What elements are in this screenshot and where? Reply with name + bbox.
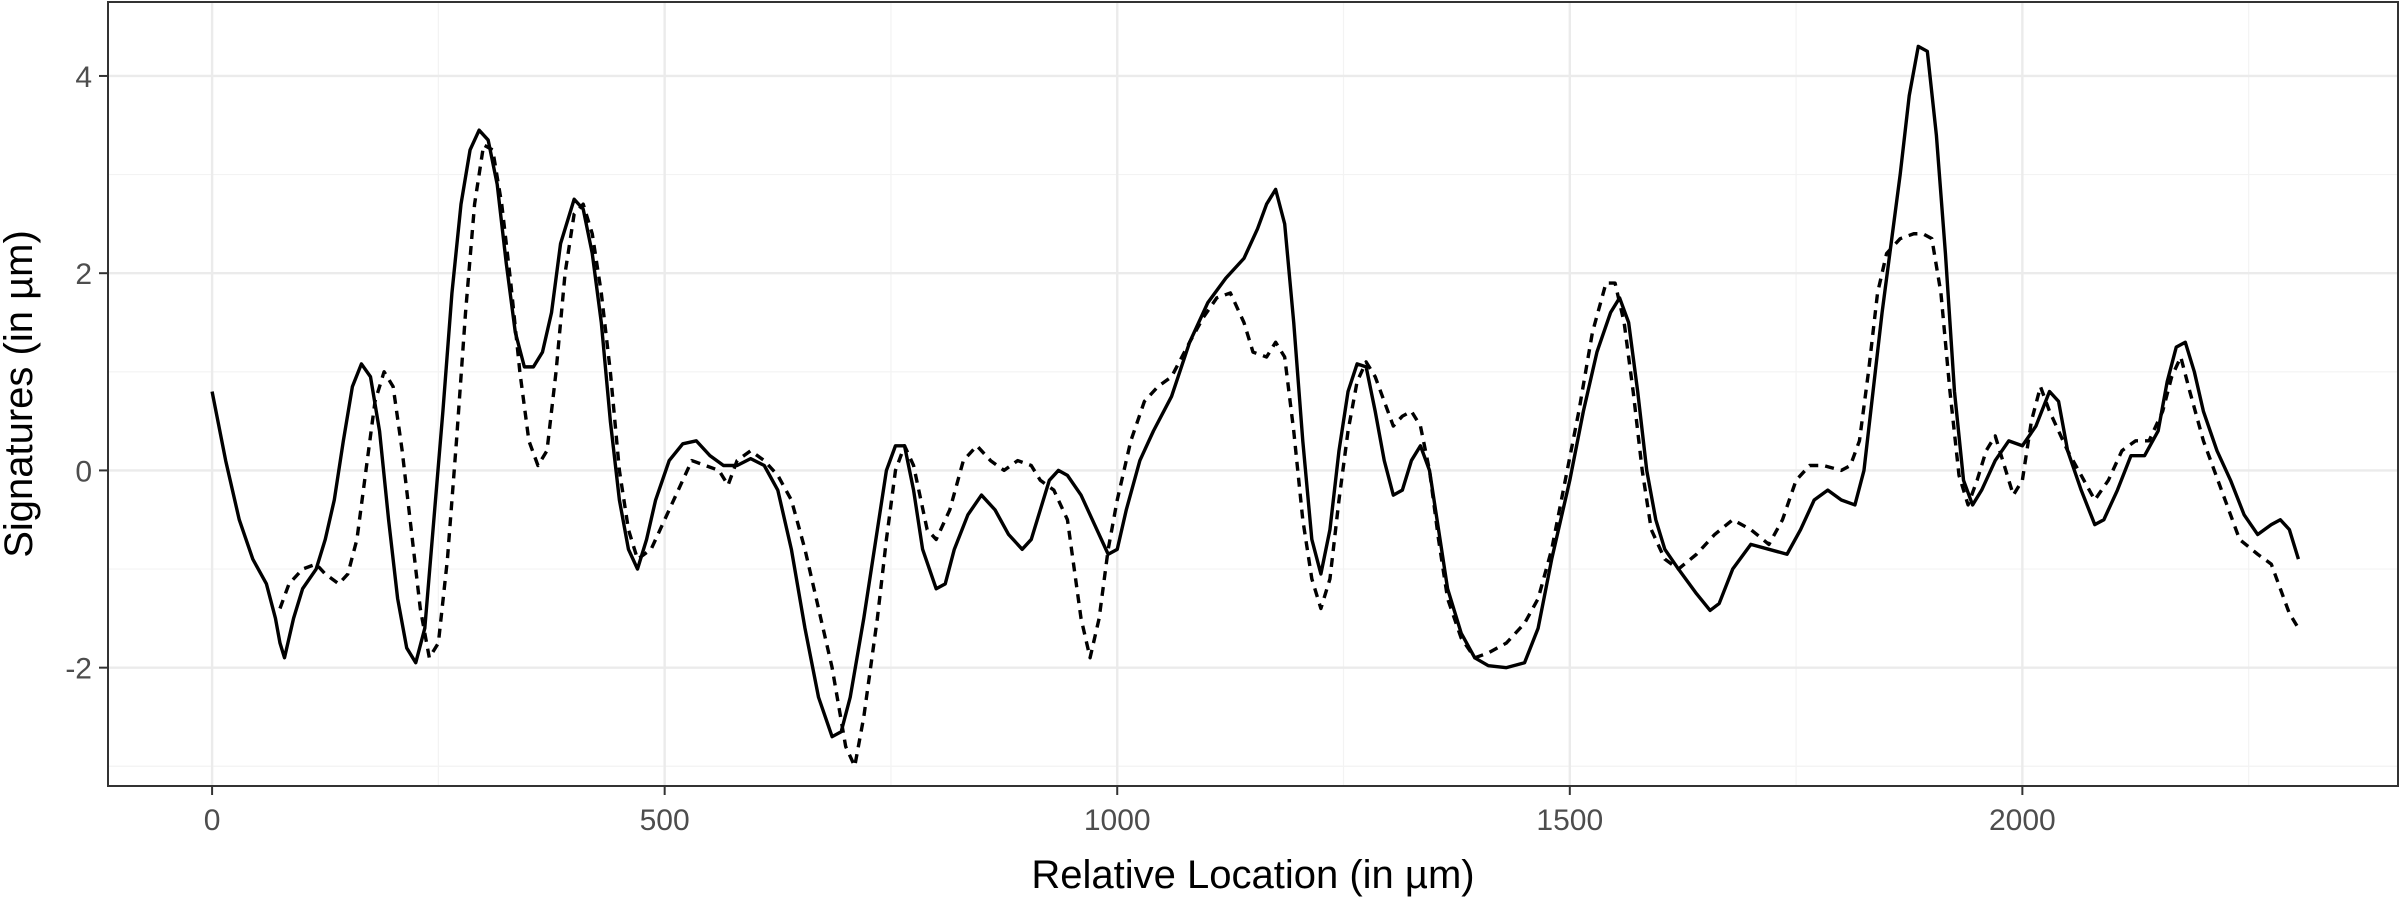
grid-layer [108,2,2398,786]
y-tick-label: -2 [65,653,92,686]
series-layer [210,44,2301,768]
y-axis-title: Signatures (in µm) [0,230,41,558]
x-tick-label: 2000 [1989,804,2056,837]
y-tick-label: 2 [75,258,92,291]
solid-series-line [210,44,2301,739]
y-tick-label: 4 [75,61,92,94]
dashed-series-line [278,143,2300,768]
x-tick-label: 500 [640,804,690,837]
axis-layer: 0 500 1000 1500 2000 -2 0 2 4 [65,61,2055,837]
x-tick-label: 1500 [1536,804,1603,837]
x-tick-label: 1000 [1084,804,1151,837]
x-tick-label: 0 [204,804,221,837]
y-tick-label: 0 [75,455,92,488]
plot-panel-border [107,1,2399,787]
x-axis-title: Relative Location (in µm) [1031,853,1474,897]
